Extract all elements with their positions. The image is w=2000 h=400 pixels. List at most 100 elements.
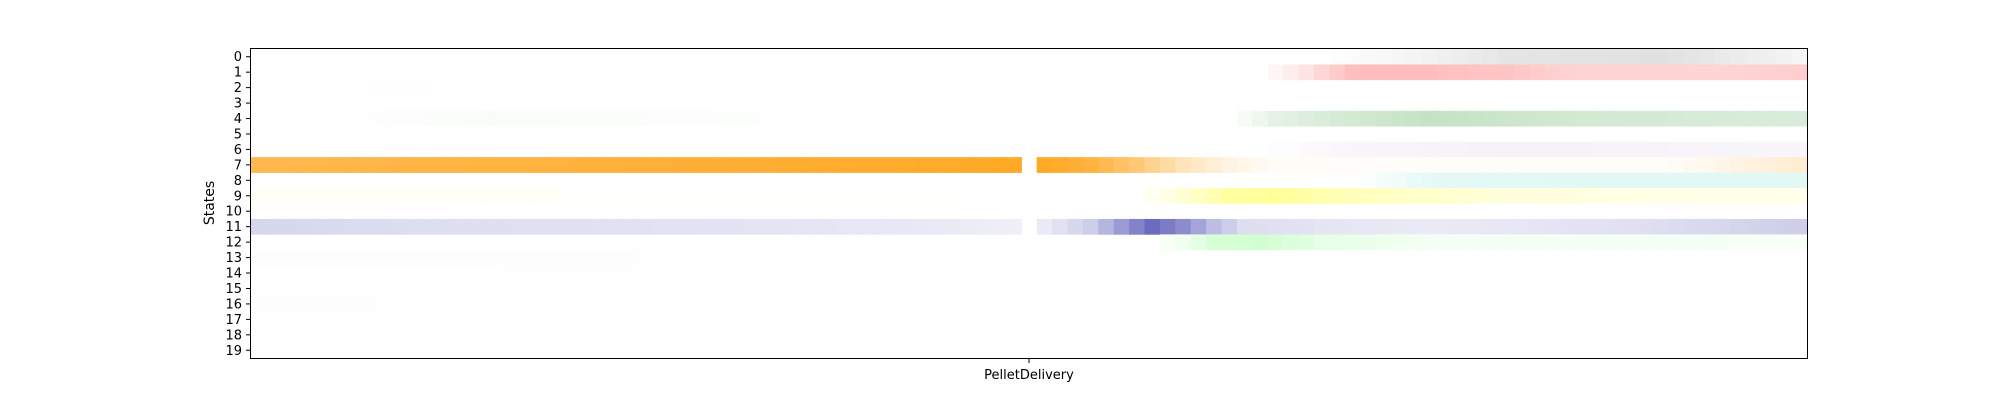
heatmap-cell (1098, 218, 1115, 235)
heatmap-cell (928, 188, 945, 204)
heatmap-cell (867, 249, 884, 266)
heatmap-cell (898, 110, 915, 127)
heatmap-cell (1652, 64, 1669, 81)
heatmap-cell (790, 265, 807, 282)
heatmap-cell (713, 265, 730, 282)
heatmap-cell (1175, 218, 1192, 235)
y-tick-label: 9 (234, 189, 242, 204)
heatmap-cell (636, 110, 653, 127)
heatmap-cell (651, 218, 668, 235)
heatmap-cell (666, 188, 683, 204)
heatmap-cell (713, 311, 730, 328)
heatmap-cell (620, 296, 637, 312)
heatmap-cell (1406, 49, 1423, 65)
heatmap-cell (1283, 234, 1300, 251)
heatmap-cell (297, 265, 314, 282)
heatmap-cell (435, 280, 452, 297)
heatmap-cell (990, 249, 1007, 266)
heatmap-cell (836, 157, 853, 173)
heatmap-cell (1360, 110, 1377, 127)
heatmap-cell (1745, 218, 1762, 235)
heatmap-cell (1252, 234, 1269, 251)
heatmap-cell (1699, 110, 1716, 127)
heatmap-cell (405, 249, 422, 266)
heatmap-cell (420, 79, 437, 96)
heatmap-cell (1699, 234, 1716, 251)
heatmap-cell (1560, 234, 1577, 251)
heatmap-cell (882, 218, 899, 235)
heatmap-cell (1652, 218, 1669, 235)
heatmap-cell (944, 249, 961, 266)
heatmap-cell (1498, 234, 1515, 251)
heatmap-cell (713, 280, 730, 297)
heatmap-cell (1729, 172, 1746, 189)
heatmap-cell (1082, 157, 1099, 173)
heatmap-cell (1699, 64, 1716, 81)
heatmap-cell (343, 157, 360, 173)
heatmap-cell (559, 249, 576, 266)
heatmap-cell (651, 311, 668, 328)
y-tick-label: 2 (234, 81, 242, 96)
heatmap-cell (251, 311, 268, 328)
heatmap-cell (651, 110, 668, 127)
heatmap-cell (1036, 157, 1053, 173)
heatmap-cell (975, 280, 992, 297)
heatmap-cell (959, 311, 976, 328)
heatmap-cell (1745, 172, 1762, 189)
heatmap-cell (297, 218, 314, 235)
heatmap-cell (1745, 49, 1762, 65)
heatmap-cell (605, 249, 622, 266)
heatmap-cell (1483, 218, 1500, 235)
heatmap-cell (1329, 218, 1346, 235)
heatmap-cell (389, 296, 406, 312)
heatmap-cell (281, 218, 298, 235)
heatmap-cell (559, 110, 576, 127)
y-tick-label: 6 (234, 143, 242, 158)
heatmap-cell (482, 249, 499, 266)
heatmap-cell (1622, 49, 1639, 65)
heatmap-cell (728, 280, 745, 297)
heatmap-cell (867, 296, 884, 312)
heatmap-cell (805, 188, 822, 204)
heatmap-cell (266, 218, 283, 235)
heatmap-cell (713, 249, 730, 266)
heatmap-cell (1360, 49, 1377, 65)
heatmap-cell (328, 311, 345, 328)
heatmap-cell (1175, 234, 1192, 251)
heatmap-cell (1437, 157, 1454, 173)
heatmap-cell (913, 280, 930, 297)
heatmap-cell (1514, 172, 1531, 189)
heatmap-cell (1714, 141, 1731, 158)
heatmap-cell (1421, 218, 1438, 235)
heatmap-cell (574, 280, 591, 297)
heatmap-cell (1483, 49, 1500, 65)
heatmap-cell (528, 218, 545, 235)
heatmap-cell (851, 218, 868, 235)
heatmap-cell (1668, 64, 1685, 81)
heatmap-cell (297, 280, 314, 297)
heatmap-cell (389, 79, 406, 96)
heatmap-cell (944, 280, 961, 297)
heatmap-cell (713, 218, 730, 235)
heatmap-cell (944, 296, 961, 312)
heatmap-cell (836, 280, 853, 297)
heatmap-cell (636, 79, 653, 96)
heatmap-cell (728, 79, 745, 96)
heatmap-cell (1236, 218, 1253, 235)
heatmap-cell (297, 311, 314, 328)
heatmap-cell (682, 311, 699, 328)
heatmap-cell (466, 188, 483, 204)
heatmap-cell (1729, 234, 1746, 251)
heatmap-cell (1791, 218, 1808, 235)
x-tick-label: PelletDelivery (984, 368, 1074, 383)
heatmap-cell (559, 280, 576, 297)
heatmap-cell (728, 249, 745, 266)
heatmap-cell (1437, 49, 1454, 65)
heatmap-cell (882, 249, 899, 266)
heatmap-cell (266, 79, 283, 96)
heatmap-cell (1190, 188, 1207, 204)
heatmap-cell (805, 79, 822, 96)
heatmap-cell (1159, 188, 1176, 204)
heatmap-cell (790, 79, 807, 96)
heatmap-cell (574, 296, 591, 312)
